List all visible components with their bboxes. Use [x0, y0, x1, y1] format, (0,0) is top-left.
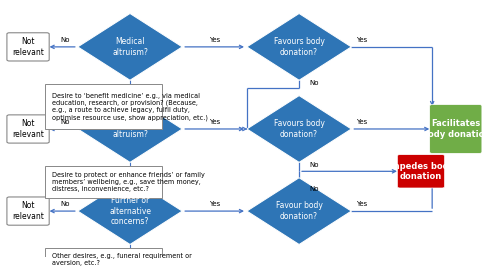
Text: Other desires, e.g., funeral requirement or
aversion, etc.?: Other desires, e.g., funeral requirement… [52, 253, 192, 266]
Text: Yes: Yes [356, 119, 367, 125]
Polygon shape [78, 96, 182, 162]
Text: Intimate
altruism?: Intimate altruism? [112, 119, 148, 139]
Text: Yes: Yes [356, 201, 367, 207]
Text: Favour body
donation?: Favour body donation? [276, 201, 322, 221]
FancyBboxPatch shape [7, 33, 49, 61]
Polygon shape [247, 96, 352, 162]
Text: No: No [60, 119, 70, 125]
Polygon shape [247, 14, 352, 80]
FancyBboxPatch shape [398, 155, 444, 188]
Text: Yes: Yes [209, 201, 220, 207]
Text: Yes: Yes [209, 119, 220, 125]
FancyBboxPatch shape [46, 166, 162, 198]
Text: Not
relevant: Not relevant [12, 201, 44, 221]
Text: Desire to ‘benefit medicine’ e.g., via medical
education, research, or provision: Desire to ‘benefit medicine’ e.g., via m… [52, 93, 208, 120]
FancyBboxPatch shape [46, 84, 162, 129]
Text: Not
relevant: Not relevant [12, 119, 44, 139]
Text: Not
relevant: Not relevant [12, 37, 44, 57]
Text: No: No [309, 162, 318, 168]
FancyBboxPatch shape [46, 248, 162, 266]
FancyBboxPatch shape [7, 197, 49, 225]
Text: Yes: Yes [209, 37, 220, 43]
Polygon shape [247, 178, 352, 244]
Text: No: No [309, 80, 318, 86]
Text: No: No [60, 201, 70, 207]
Polygon shape [78, 178, 182, 244]
FancyBboxPatch shape [7, 115, 49, 143]
Text: Favours body
donation?: Favours body donation? [274, 37, 324, 57]
Text: Desire to protect or enhance friends’ or family
members’ wellbeing, e.g., save t: Desire to protect or enhance friends’ or… [52, 172, 205, 192]
Text: No: No [60, 37, 70, 43]
FancyBboxPatch shape [430, 105, 482, 153]
Text: Yes: Yes [356, 37, 367, 43]
Text: No: No [309, 186, 318, 192]
Text: Medical
altruism?: Medical altruism? [112, 37, 148, 57]
Text: Impedes body
donation: Impedes body donation [388, 162, 454, 181]
Text: Favours body
donation?: Favours body donation? [274, 119, 324, 139]
Text: Further or
alternative
concerns?: Further or alternative concerns? [109, 196, 151, 226]
Polygon shape [78, 14, 182, 80]
Text: Facilitates
body donation: Facilitates body donation [422, 119, 490, 139]
